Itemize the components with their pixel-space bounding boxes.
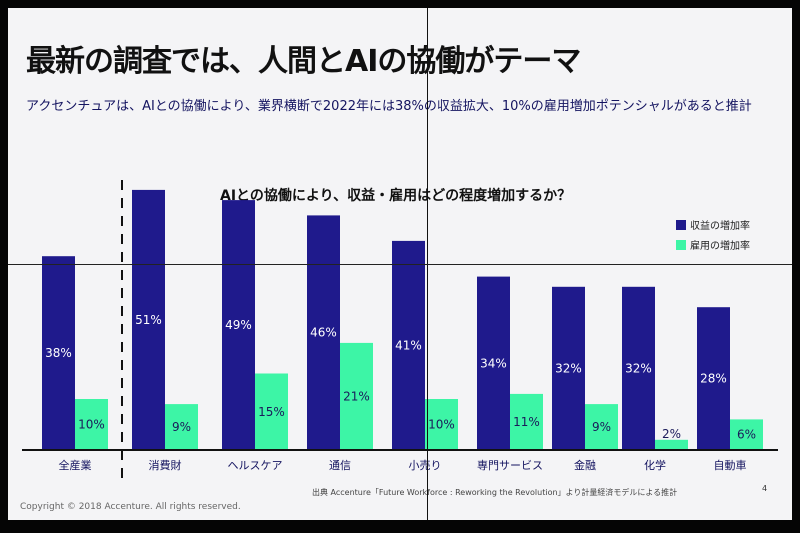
employment-bar	[585, 404, 618, 450]
data-label: 10%	[78, 418, 105, 432]
employment-bar	[510, 393, 543, 450]
data-label: 51%	[135, 313, 162, 327]
revenue-bar	[477, 276, 510, 450]
legend-item-revenue: 収益の増加率	[676, 217, 750, 232]
data-label: 41%	[395, 338, 422, 352]
category-label: 小売り	[409, 459, 442, 472]
data-label: 46%	[310, 326, 337, 340]
data-label: 15%	[258, 405, 285, 419]
revenue-bar	[132, 189, 165, 450]
data-label: 6%	[737, 428, 756, 442]
employment-bar	[425, 399, 458, 450]
revenue-bar	[42, 256, 75, 450]
data-label: 38%	[45, 346, 72, 360]
source-note: 出典 Accenture「Future Workforce : Reworkin…	[312, 488, 678, 497]
employment-bar	[255, 373, 288, 450]
data-label: 9%	[592, 420, 611, 434]
revenue-bar	[552, 286, 585, 450]
category-label: 専門サービス	[477, 459, 543, 472]
slide-title: 最新の調査では、人間とAIの協働がテーマ	[26, 44, 581, 79]
display-seam	[8, 264, 792, 265]
data-label: 9%	[172, 420, 191, 434]
data-label: 32%	[555, 361, 582, 375]
legend: 収益の増加率 雇用の増加率	[676, 217, 750, 257]
legend-swatch	[676, 219, 686, 230]
category-label: 自動車	[714, 458, 747, 472]
revenue-bar	[697, 307, 730, 450]
data-label: 28%	[700, 372, 727, 386]
data-label: 10%	[428, 418, 455, 432]
revenue-bar	[392, 240, 425, 450]
page-number: 4	[762, 484, 768, 493]
employment-bar	[655, 439, 688, 450]
revenue-bar	[622, 286, 655, 450]
employment-bar	[75, 399, 108, 450]
copyright: Copyright © 2018 Accenture. All rights r…	[20, 502, 241, 512]
legend-item-employment: 雇用の増加率	[676, 237, 750, 252]
data-label: 21%	[343, 389, 370, 403]
category-label: 全産業	[59, 458, 92, 472]
revenue-bar	[222, 200, 255, 450]
data-label: 34%	[480, 356, 507, 370]
category-label: 金融	[574, 458, 596, 472]
category-label: 消費財	[149, 458, 182, 472]
data-label: 32%	[625, 361, 652, 375]
employment-bar	[730, 419, 763, 450]
legend-label: 雇用の増加率	[690, 241, 750, 252]
chart-title: AIとの協働により、収益・雇用はどの程度増加するか？	[220, 188, 572, 204]
data-label: 11%	[513, 415, 540, 429]
slide-subtitle: アクセンチュアは、AIとの協働により、業界横断で2022年には38%の収益拡大、…	[26, 99, 752, 114]
category-label: ヘルスケア	[228, 459, 283, 472]
legend-swatch	[676, 239, 686, 250]
revenue-bar	[307, 215, 340, 450]
category-label: 通信	[329, 459, 351, 472]
employment-bar	[340, 342, 373, 450]
data-label: 49%	[225, 318, 252, 332]
data-label: 2%	[662, 427, 681, 441]
category-label: 化学	[644, 458, 666, 472]
legend-label: 収益の増加率	[690, 221, 750, 232]
employment-bar	[165, 404, 198, 450]
